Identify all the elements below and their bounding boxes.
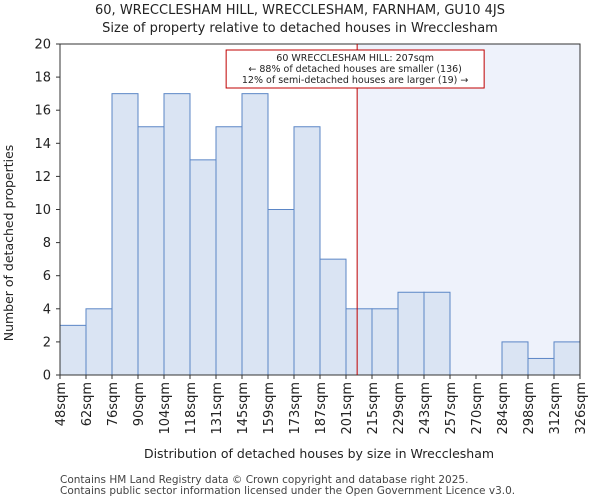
y-tick-label: 4: [43, 302, 51, 317]
x-tick-label: 187sqm: [314, 382, 329, 435]
footer-line-1: Contains HM Land Registry data © Crown c…: [60, 474, 469, 486]
bar-159sqm: [267, 209, 295, 376]
x-tick-label: 173sqm: [288, 382, 303, 435]
annotation-line-1: 60 WRECCLESHAM HILL: 207sqm: [276, 53, 434, 64]
y-tick-label: 18: [34, 71, 51, 86]
y-tick-label: 10: [34, 203, 51, 218]
bar-48sqm: [59, 324, 87, 376]
x-tick-label: 284sqm: [496, 382, 511, 435]
annotation-box: [225, 49, 485, 89]
x-tick-label: 215sqm: [366, 382, 381, 435]
bar-62sqm: [85, 308, 113, 376]
y-tick-label: 0: [43, 369, 51, 384]
y-tick-label: 16: [34, 104, 51, 119]
bar-312sqm: [553, 341, 581, 376]
x-tick-label: 145sqm: [236, 382, 251, 435]
annotation-line-3: 12% of semi-detached houses are larger (…: [242, 75, 469, 86]
x-tick-label: 159sqm: [262, 382, 277, 435]
x-tick-label: 104sqm: [158, 382, 173, 435]
x-tick-label: 76sqm: [106, 382, 121, 426]
x-tick-label: 62sqm: [80, 382, 95, 426]
bar-284sqm: [501, 341, 529, 376]
bar-104sqm: [163, 93, 191, 376]
x-tick-label: 118sqm: [184, 382, 199, 435]
bar-131sqm: [215, 126, 243, 376]
x-tick-label: 270sqm: [470, 382, 485, 435]
x-tick-label: 326sqm: [574, 382, 589, 435]
bar-298sqm: [527, 357, 555, 376]
bar-173sqm: [293, 126, 321, 376]
y-tick-label: 6: [43, 269, 51, 284]
y-tick-label: 14: [34, 137, 51, 152]
x-tick-label: 312sqm: [548, 382, 563, 435]
x-tick-label: 229sqm: [392, 382, 407, 435]
y-axis-label: Number of detached properties: [1, 145, 16, 342]
x-tick-label: 243sqm: [418, 382, 433, 435]
x-tick-label: 48sqm: [54, 382, 69, 426]
bar-215sqm: [371, 308, 399, 376]
x-tick-label: 257sqm: [444, 382, 459, 435]
y-tick-label: 20: [34, 38, 51, 53]
bar-229sqm: [397, 291, 425, 376]
annotation-line-2: ← 88% of detached houses are smaller (13…: [248, 64, 461, 75]
bar-90sqm: [137, 126, 165, 376]
chart-subtitle: Size of property relative to detached ho…: [102, 21, 498, 36]
bar-187sqm: [319, 258, 347, 376]
y-tick-label: 8: [43, 236, 51, 251]
y-tick-label: 12: [34, 170, 51, 185]
x-axis-label: Distribution of detached houses by size …: [144, 446, 494, 461]
bar-76sqm: [111, 93, 139, 376]
bar-201sqm: [345, 308, 373, 376]
x-tick-label: 90sqm: [132, 382, 147, 426]
chart-title: 60, WRECCLESHAM HILL, WRECCLESHAM, FARNH…: [95, 3, 505, 18]
x-tick-label: 201sqm: [340, 382, 355, 435]
bar-145sqm: [241, 93, 269, 376]
x-tick-label: 131sqm: [210, 382, 225, 435]
footer-line-2: Contains public sector information licen…: [60, 485, 516, 497]
y-tick-label: 2: [43, 335, 51, 350]
x-tick-label: 298sqm: [522, 382, 537, 435]
bar-118sqm: [189, 159, 217, 376]
bar-243sqm: [423, 291, 451, 376]
